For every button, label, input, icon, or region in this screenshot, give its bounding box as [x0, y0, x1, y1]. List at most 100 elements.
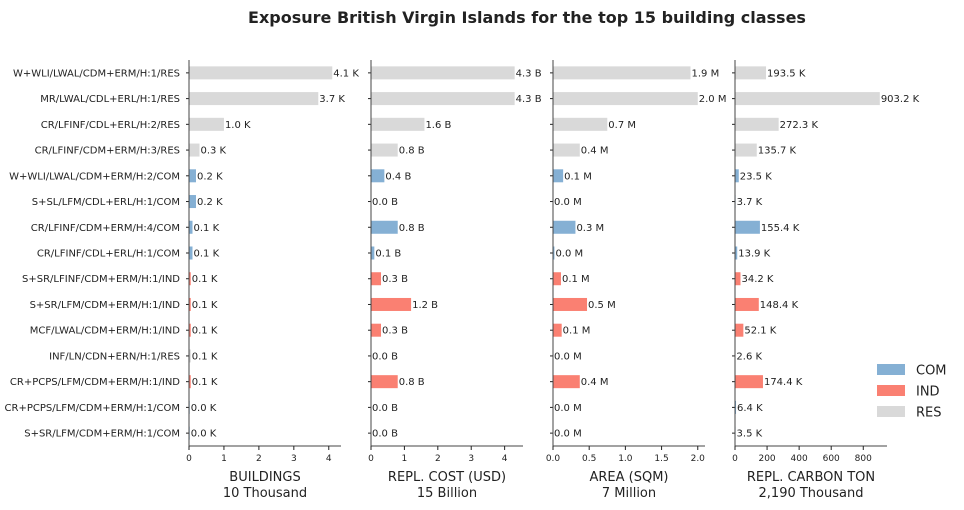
- bar-res: [553, 66, 691, 80]
- bar-res: [189, 66, 333, 80]
- bar-res: [735, 66, 767, 80]
- value-label: 0.0 M: [554, 429, 582, 440]
- x-tick-label: 1.5: [654, 454, 668, 464]
- x-axis-label: AREA (SQM): [589, 470, 668, 485]
- x-tick-label: 0: [186, 454, 192, 464]
- category-label: CR+PCPS/LFM/CDM+ERM/H:1/COM: [5, 403, 180, 414]
- value-label: 0.2 K: [197, 171, 223, 182]
- value-label: 0.1 M: [563, 326, 591, 337]
- category-label: CR+PCPS/LFM/CDM+ERM/H:1/IND: [10, 377, 180, 388]
- value-label: 0.0 B: [372, 403, 398, 414]
- value-label: 0.0 M: [554, 197, 582, 208]
- x-tick-label: 0.5: [582, 454, 596, 464]
- x-tick-label: 200: [758, 454, 775, 464]
- value-label: 0.8 B: [399, 377, 425, 388]
- value-label: 1.2 B: [412, 300, 438, 311]
- value-label: 52.1 K: [744, 326, 776, 337]
- value-label: 0.2 K: [197, 197, 223, 208]
- x-axis-label: REPL. COST (USD): [388, 470, 506, 485]
- bar-res: [735, 92, 880, 106]
- bar-ind: [189, 375, 191, 389]
- value-label: 0.1 K: [193, 249, 219, 260]
- bar-res: [189, 143, 200, 157]
- value-label: 193.5 K: [767, 68, 806, 79]
- value-label: 23.5 K: [740, 171, 772, 182]
- bar-com: [189, 169, 196, 183]
- legend-swatch-res: [877, 406, 905, 417]
- x-tick-label: 3: [468, 454, 474, 464]
- bar-com: [735, 246, 738, 260]
- x-tick-label: 0.0: [546, 454, 561, 464]
- bar-res: [553, 117, 608, 131]
- x-tick-label: 3: [291, 454, 297, 464]
- bar-com: [371, 220, 398, 234]
- category-label: S+SR/LFM/CDM+ERM/H:1/IND: [30, 300, 181, 311]
- bar-res: [371, 66, 515, 80]
- legend-swatch-ind: [877, 385, 905, 396]
- value-label: 0.1 K: [192, 300, 218, 311]
- x-tick-label: 0: [368, 454, 374, 464]
- value-label: 2.0 M: [699, 94, 727, 105]
- value-label: 3.7 K: [319, 94, 345, 105]
- bar-com: [735, 220, 760, 234]
- value-label: 1.9 M: [692, 68, 720, 79]
- x-tick-label: 400: [791, 454, 808, 464]
- bar-ind: [735, 297, 759, 311]
- value-label: 0.8 B: [399, 146, 425, 157]
- value-label: 0.1 K: [192, 274, 218, 285]
- bar-res: [371, 117, 425, 131]
- x-axis-sublabel: 15 Billion: [417, 486, 477, 501]
- value-label: 0.0 M: [555, 249, 583, 260]
- bar-com: [189, 220, 193, 234]
- value-label: 0.4 M: [581, 146, 609, 157]
- x-tick-label: 600: [823, 454, 840, 464]
- value-label: 4.1 K: [333, 68, 359, 79]
- legend-swatch-com: [877, 364, 905, 375]
- value-label: 4.3 B: [516, 68, 542, 79]
- bar-res: [371, 92, 515, 106]
- x-tick-label: 2: [435, 454, 441, 464]
- value-label: 4.3 B: [516, 94, 542, 105]
- bar-ind: [371, 323, 382, 337]
- x-tick-label: 2.0: [691, 454, 706, 464]
- chart-title: Exposure British Virgin Islands for the …: [248, 8, 806, 27]
- value-label: 34.2 K: [741, 274, 773, 285]
- bar-ind: [189, 323, 191, 337]
- bar-ind: [189, 272, 191, 286]
- value-label: 0.3 B: [382, 326, 408, 337]
- bar-ind: [735, 375, 763, 389]
- value-label: 0.1 K: [192, 351, 218, 362]
- category-label: MCF/LWAL/CDM+ERM/H:1/IND: [30, 326, 181, 337]
- value-label: 6.4 K: [737, 403, 763, 414]
- bar-ind: [553, 375, 580, 389]
- bar-com: [371, 169, 385, 183]
- value-label: 0.1 K: [192, 377, 218, 388]
- value-label: 155.4 K: [761, 223, 800, 234]
- value-label: 903.2 K: [881, 94, 920, 105]
- category-label: CR/LFINF/CDL+ERL/H:2/RES: [41, 120, 180, 131]
- category-label: CR/LFINF/CDM+ERM/H:3/RES: [35, 146, 180, 157]
- bar-com: [371, 246, 375, 260]
- category-label: S+SL/LFM/CDL+ERL/H:1/COM: [32, 197, 180, 208]
- bar-ind: [553, 297, 588, 311]
- value-label: 0.4 M: [581, 377, 609, 388]
- value-label: 0.1 M: [562, 274, 590, 285]
- bar-ind: [735, 272, 741, 286]
- x-axis-sublabel: 10 Thousand: [223, 486, 307, 501]
- x-tick-label: 800: [855, 454, 872, 464]
- category-label: MR/LWAL/CDL+ERL/H:1/RES: [40, 94, 180, 105]
- bar-com: [553, 246, 555, 260]
- category-label: INF/LN/CDN+ERN/H:1/RES: [49, 351, 180, 362]
- legend-label: IND: [916, 385, 940, 400]
- x-tick-label: 1.0: [618, 454, 633, 464]
- value-label: 0.5 M: [588, 300, 616, 311]
- value-label: 0.1 K: [193, 223, 219, 234]
- bar-res: [553, 92, 698, 106]
- x-tick-label: 1: [221, 454, 227, 464]
- bar-com: [735, 400, 737, 414]
- bar-res: [371, 143, 398, 157]
- value-label: 0.7 M: [608, 120, 636, 131]
- x-tick-label: 1: [402, 454, 408, 464]
- value-label: 0.4 B: [385, 171, 411, 182]
- bar-res: [735, 143, 757, 157]
